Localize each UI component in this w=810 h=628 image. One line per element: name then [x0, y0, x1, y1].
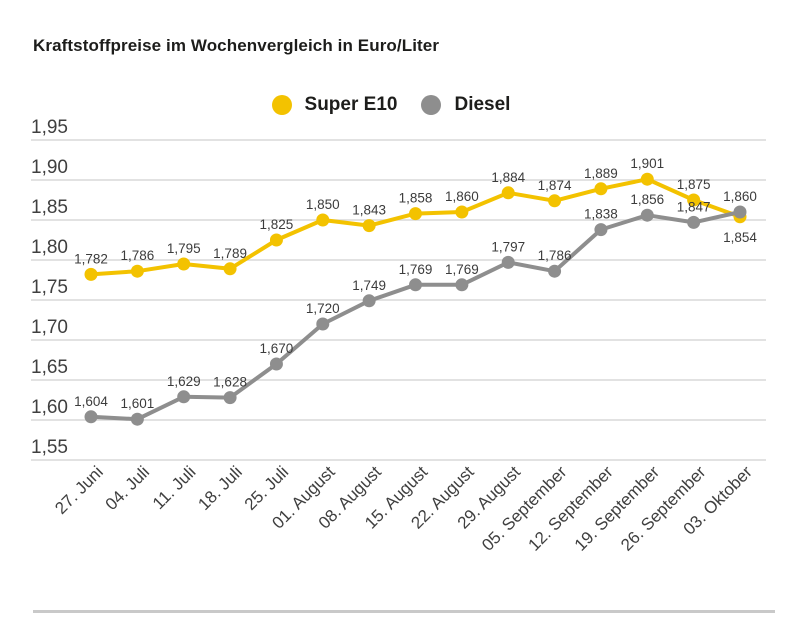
data-point-label-super-e10: 1,789: [213, 246, 247, 261]
data-point-label-diesel: 1,601: [120, 396, 154, 411]
data-point-super-e10: [409, 207, 422, 221]
data-point-diesel: [501, 255, 515, 269]
data-point-label-super-e10: 1,874: [538, 178, 572, 193]
data-point-label-super-e10: 1,889: [584, 166, 618, 181]
data-point-diesel: [409, 278, 422, 292]
data-point-label-diesel: 1,838: [584, 207, 618, 222]
data-point-super-e10: [640, 172, 654, 186]
data-point-label-diesel: 1,860: [723, 189, 757, 204]
data-point-super-e10: [501, 186, 515, 200]
data-point-label-diesel: 1,670: [260, 341, 294, 356]
x-axis-tick-label: 11. Juli: [149, 462, 200, 513]
data-point-label-diesel: 1,749: [352, 278, 386, 293]
data-point-label-super-e10: 1,782: [74, 251, 108, 266]
data-point-label-super-e10: 1,843: [352, 203, 386, 218]
data-point-label-super-e10: 1,786: [120, 248, 154, 263]
data-point-label-super-e10: 1,884: [491, 170, 525, 185]
legend-dot-diesel-icon: [421, 95, 442, 115]
chart-title: Kraftstoffpreise im Wochenvergleich in E…: [33, 36, 440, 55]
data-point-diesel: [223, 391, 237, 405]
legend-label-super-e10: Super E10: [304, 94, 398, 115]
x-axis-tick-label: 18. Juli: [194, 462, 246, 514]
data-point-label-super-e10: 1,858: [399, 191, 433, 206]
data-point-label-diesel: 1,847: [677, 199, 711, 214]
data-point-super-e10: [316, 213, 330, 227]
data-point-label-super-e10: 1,875: [677, 177, 711, 192]
y-axis-tick-label: 1,65: [31, 357, 68, 378]
data-point-super-e10: [594, 182, 608, 196]
data-point-label-super-e10: 1,825: [260, 217, 294, 232]
data-point-diesel: [130, 412, 144, 426]
data-point-super-e10: [130, 264, 144, 278]
data-point-diesel: [362, 294, 376, 308]
data-point-diesel: [548, 264, 562, 278]
data-point-super-e10: [548, 194, 562, 208]
y-axis-tick-label: 1,55: [31, 437, 68, 458]
data-point-diesel: [687, 215, 701, 229]
y-axis-tick-label: 1,80: [31, 237, 68, 258]
data-point-diesel: [84, 410, 98, 424]
data-point-super-e10: [362, 219, 376, 233]
data-point-super-e10: [223, 262, 237, 276]
data-point-label-super-e10: 1,795: [167, 241, 201, 256]
bottom-divider: [33, 610, 775, 613]
data-point-super-e10: [269, 233, 283, 247]
x-axis-tick-label: 04. Juli: [102, 462, 154, 514]
data-point-label-super-e10: 1,850: [306, 197, 340, 212]
y-axis-tick-label: 1,85: [31, 197, 68, 218]
legend-label-diesel: Diesel: [454, 94, 511, 115]
chart-legend: Super E10 Diesel: [0, 94, 796, 116]
data-point-label-super-e10: 1,854: [723, 230, 757, 245]
data-point-super-e10: [84, 267, 98, 281]
x-axis-tick-label: 27. Juni: [51, 462, 107, 518]
data-point-diesel: [594, 223, 608, 237]
data-point-label-diesel: 1,797: [491, 239, 525, 254]
data-point-label-diesel: 1,769: [445, 262, 479, 277]
y-axis-tick-label: 1,70: [31, 317, 68, 338]
data-point-diesel: [269, 357, 283, 371]
data-point-super-e10: [455, 205, 469, 219]
data-point-diesel: [455, 278, 469, 292]
data-point-label-diesel: 1,628: [213, 375, 247, 390]
data-point-super-e10: [177, 257, 191, 271]
y-axis-tick-label: 1,60: [31, 397, 68, 418]
data-point-diesel: [640, 208, 654, 222]
legend-item-super-e10: Super E10: [271, 94, 398, 116]
y-axis-tick-label: 1,75: [31, 277, 68, 298]
data-point-label-super-e10: 1,901: [630, 156, 664, 171]
legend-dot-super-e10-icon: [271, 95, 292, 115]
data-point-diesel: [177, 390, 191, 404]
data-point-label-diesel: 1,720: [306, 301, 340, 316]
data-point-label-diesel: 1,604: [74, 394, 108, 409]
data-point-label-diesel: 1,786: [538, 248, 572, 263]
data-point-label-diesel: 1,769: [399, 262, 433, 277]
legend-item-diesel: Diesel: [421, 94, 510, 116]
y-axis-tick-label: 1,90: [31, 157, 68, 178]
data-point-super-e10: [687, 193, 701, 207]
data-point-label-diesel: 1,856: [630, 192, 664, 207]
data-point-diesel: [733, 205, 747, 219]
y-axis-tick-label: 1,95: [31, 117, 68, 138]
data-point-label-super-e10: 1,860: [445, 189, 479, 204]
data-point-diesel: [316, 317, 330, 331]
data-point-label-diesel: 1,629: [167, 374, 201, 389]
